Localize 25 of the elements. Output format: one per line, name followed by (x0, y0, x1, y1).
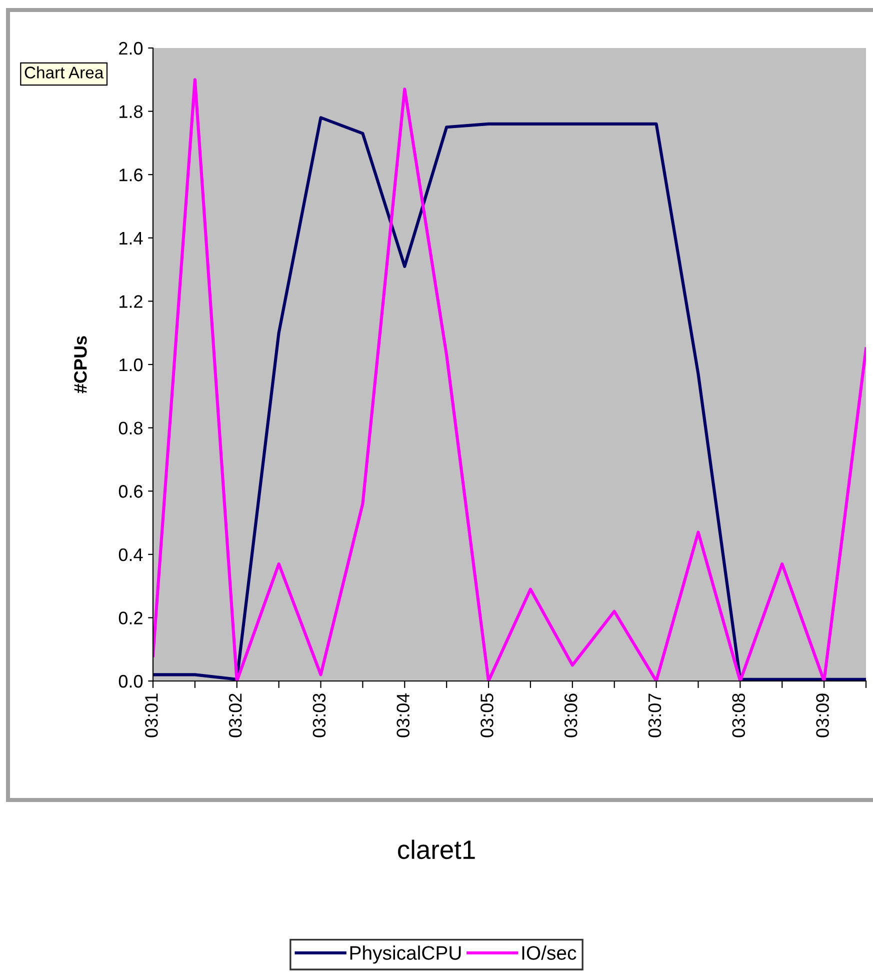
y-tick-label: 0.0 (118, 674, 143, 688)
x-tick-label: 03:01 (145, 694, 158, 738)
x-tick-label: 03:09 (816, 694, 829, 738)
y-tick-label: 0.2 (118, 612, 142, 624)
text: claret1 (398, 840, 475, 860)
y-tick-label: 1.4 (120, 232, 143, 244)
y-axis-title: #CPUs (74, 336, 87, 394)
y-tick-label: 1.8 (120, 105, 142, 118)
x-tick-label: 03:08 (732, 694, 746, 738)
x-tick-label: 03:03 (312, 694, 326, 738)
x-tick-label: 03:05 (480, 694, 494, 738)
x-tick-label: 03:04 (396, 693, 410, 738)
y-tick-label: 0.8 (118, 422, 142, 435)
x-tick-label: 03:07 (648, 694, 662, 738)
legend-label: IO/sec (522, 946, 576, 960)
y-tick-label: 2.0 (119, 42, 143, 55)
legend-label: PhysicalCPU (350, 946, 461, 964)
y-tick-label: 0.4 (118, 548, 143, 562)
x-tick-label: 03:02 (228, 694, 242, 738)
y-tick-label: 1.0 (120, 358, 143, 372)
text: Chart Area (24, 66, 104, 78)
x-tick-label: 03:06 (564, 694, 578, 738)
y-tick-label: 1.6 (120, 168, 142, 182)
y-tick-label: 0.6 (118, 485, 142, 498)
y-tick-label: 1.2 (120, 295, 142, 308)
